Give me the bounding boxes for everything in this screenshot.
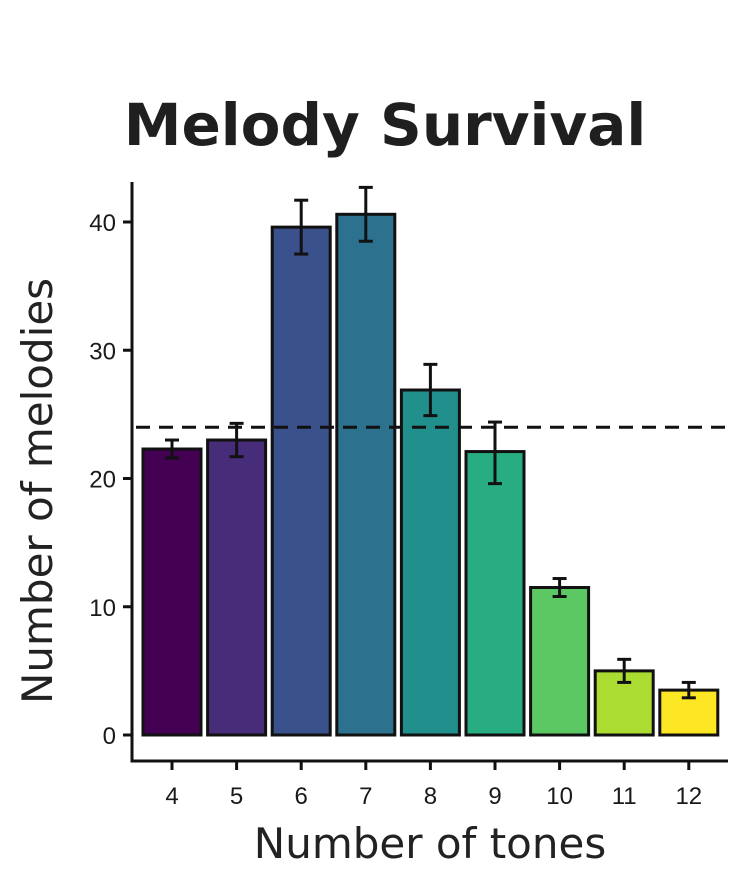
bar-4 (141, 447, 203, 737)
bar-6 (270, 225, 332, 737)
x-tick-label: 11 (612, 783, 637, 810)
x-tick-label: 7 (359, 783, 372, 810)
y-tick-label: 40 (89, 210, 116, 237)
y-axis-label: Number of melodies (13, 278, 62, 704)
bars-group (141, 212, 720, 737)
x-axis-label: Number of tones (254, 819, 606, 868)
y-ticks-group: 0 10 20 30 40 (89, 210, 132, 750)
x-tick-label: 8 (424, 783, 437, 810)
error-bar-4 (165, 438, 179, 460)
x-tick-label: 4 (165, 783, 178, 810)
bar-10 (529, 586, 591, 737)
y-tick-label: 0 (103, 723, 116, 750)
error-bar-8 (423, 362, 438, 418)
x-tick-label: 6 (295, 783, 308, 810)
bar-9 (464, 450, 526, 737)
y-tick-label: 30 (89, 338, 116, 365)
error-bar-12 (681, 680, 696, 700)
error-bar-11 (617, 657, 632, 684)
error-bar-10 (552, 577, 567, 598)
y-tick-label: 20 (89, 467, 116, 494)
error-bars-group (165, 185, 696, 700)
x-tick-label: 12 (675, 783, 702, 810)
bar-5 (206, 438, 268, 737)
y-tick-label: 10 (89, 595, 116, 622)
error-bar-7 (358, 185, 373, 243)
bar-7 (335, 212, 397, 737)
x-tick-label: 5 (230, 783, 243, 810)
x-ticks-group: 4 5 6 7 8 9 10 11 12 (165, 761, 702, 810)
error-bar-6 (294, 198, 309, 256)
error-bar-5 (229, 421, 244, 459)
chart-title: Melody Survival (124, 91, 646, 159)
x-tick-label: 10 (546, 783, 573, 810)
bar-8 (399, 388, 461, 737)
error-bar-9 (488, 420, 502, 486)
x-tick-label: 9 (488, 783, 501, 810)
